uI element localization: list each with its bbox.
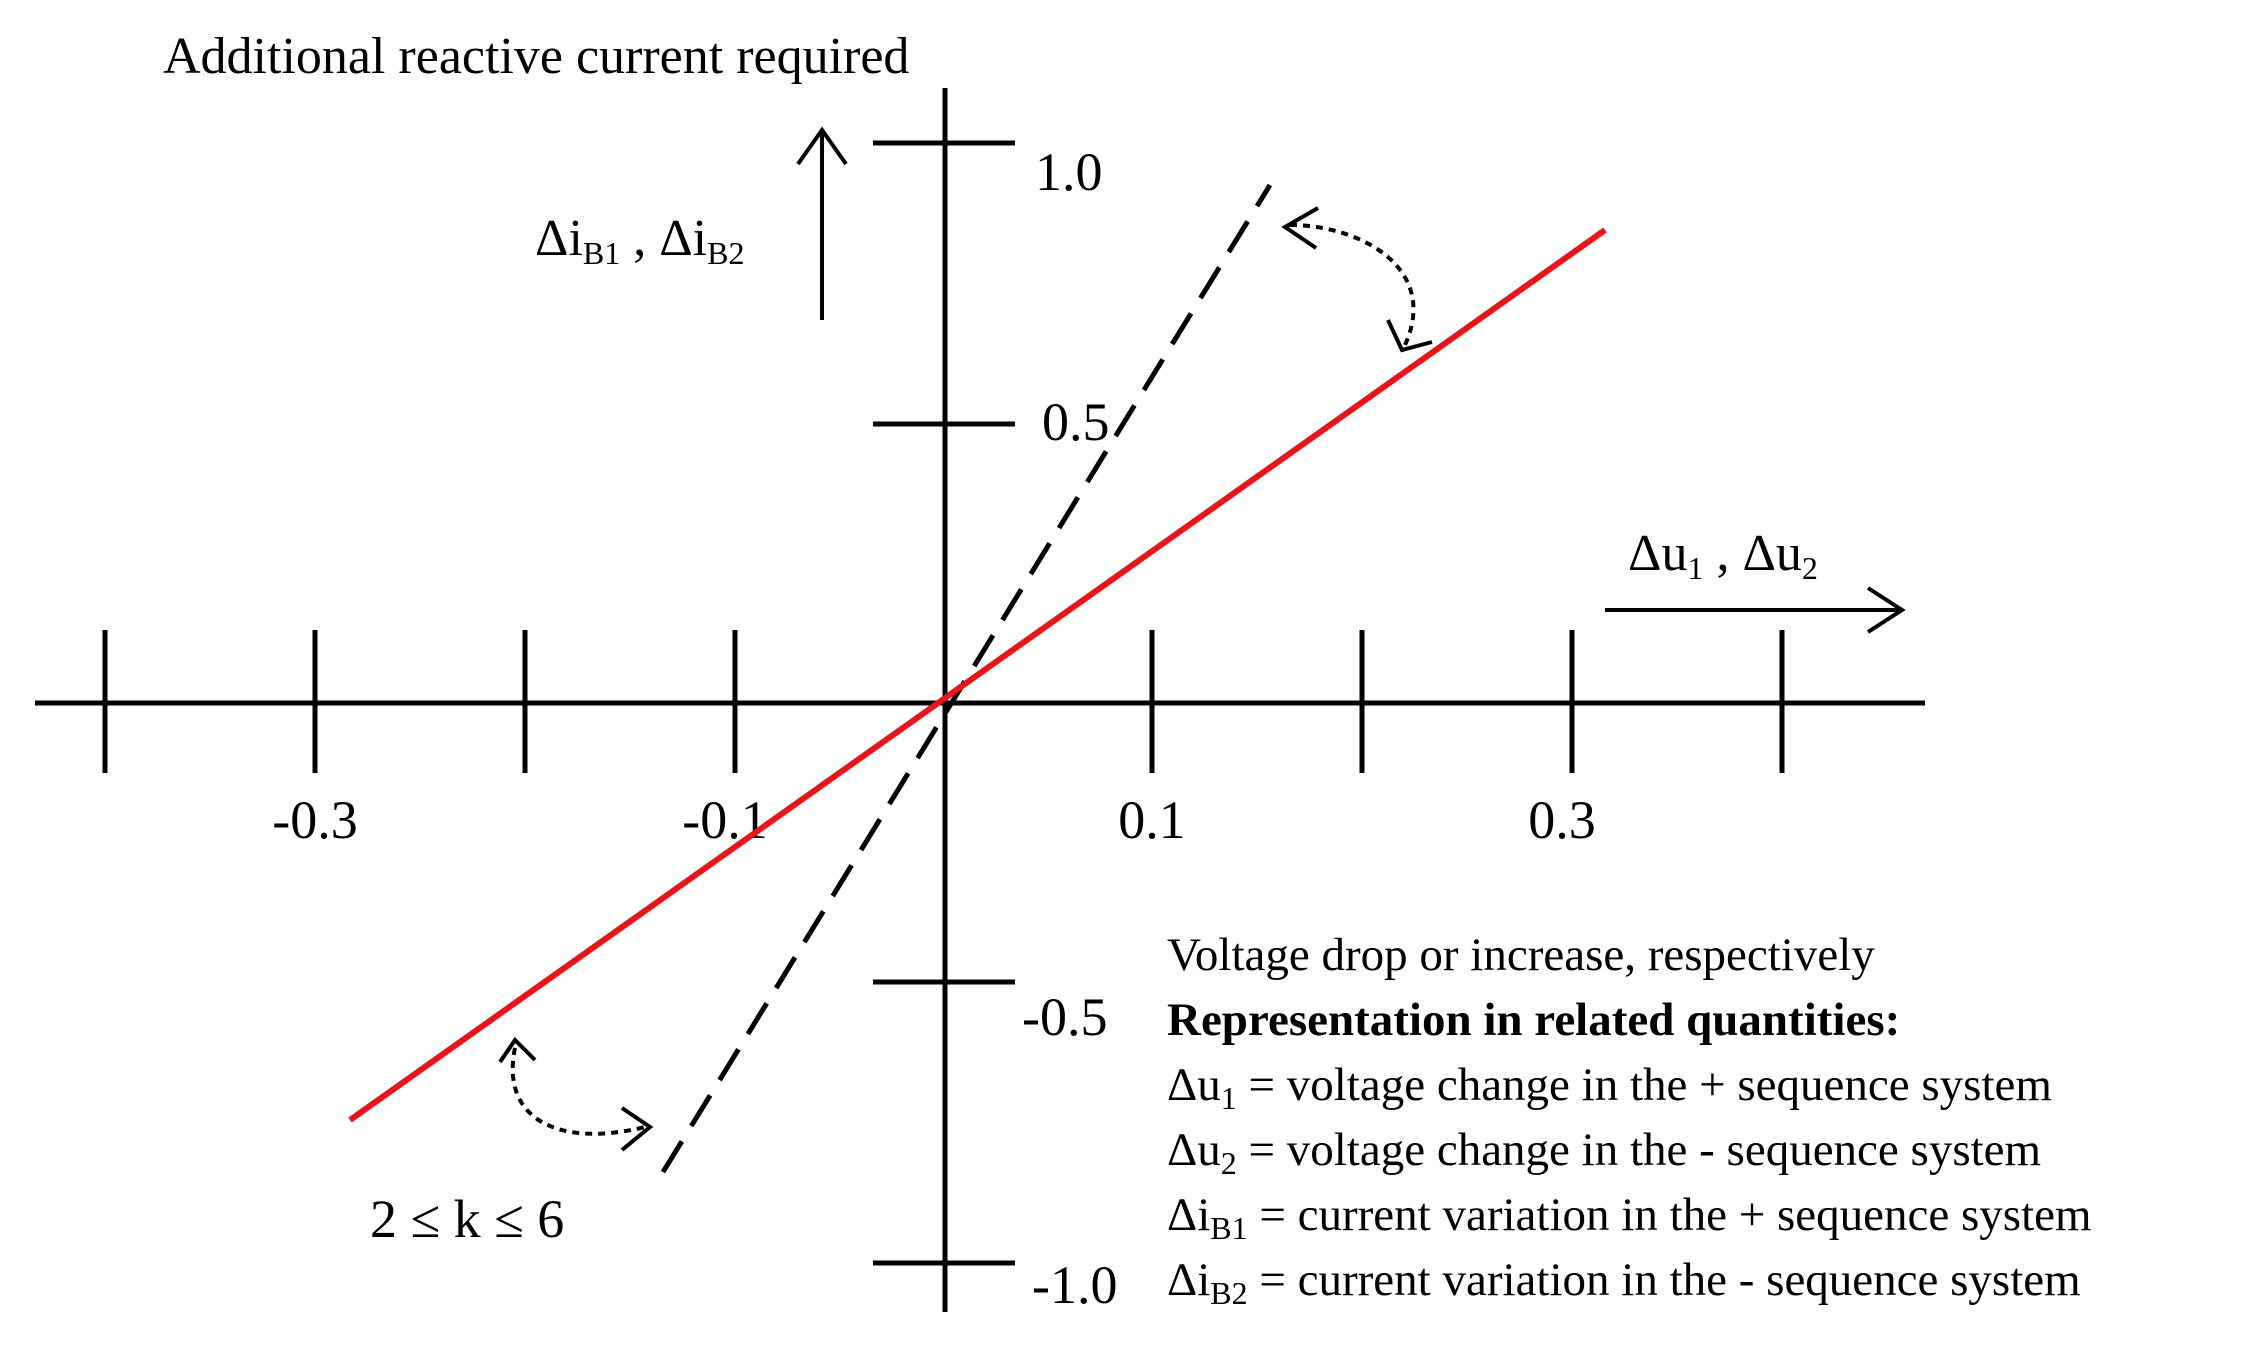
x-tick-label-0.3: 0.3 — [1528, 790, 1596, 850]
x-axis-label: Δu1 , Δu2 — [1628, 525, 1818, 586]
y-axis-label-delta-i1: Δi — [535, 210, 583, 267]
legend-subscript: 2 — [1221, 1145, 1237, 1181]
dotted-curved-arrow-bottom — [498, 1036, 654, 1152]
legend-item-delta-ib2: ΔiB2 = current variation in the - sequen… — [1167, 1254, 2081, 1311]
x-axis-label-sub-2: 2 — [1802, 550, 1818, 586]
y-tick-label-minus-0.5: -0.5 — [1022, 987, 1107, 1047]
legend-symbol: Δu — [1167, 1124, 1221, 1176]
diagram-title: Additional reactive current required — [163, 28, 909, 85]
legend-text: = current variation in the + sequence sy… — [1248, 1189, 2092, 1241]
x-axis-label-sub-1: 1 — [1687, 550, 1703, 586]
legend-item-delta-ib1: ΔiB1 = current variation in the + sequen… — [1167, 1189, 2092, 1246]
red-characteristic-line — [348, 227, 1607, 1123]
legend-symbol: Δi — [1167, 1254, 1210, 1306]
x-tick-label-0.1: 0.1 — [1118, 790, 1186, 850]
x-axis-label-delta-u2: Δu — [1742, 525, 1801, 582]
legend-subscript: B2 — [1210, 1275, 1247, 1311]
legend-heading: Representation in related quantities: — [1167, 994, 1900, 1046]
legend-item-delta-u1: Δu1 = voltage change in the + sequence s… — [1167, 1059, 2052, 1116]
dashed-characteristic-line — [660, 183, 1273, 1174]
legend-text: = voltage change in the - sequence syste… — [1237, 1124, 2041, 1176]
y-axis-label-sub-b1: B1 — [583, 235, 620, 271]
y-direction-arrow — [796, 126, 848, 320]
y-axis-label: ΔiB1 , ΔiB2 — [535, 210, 744, 271]
y-tick-label-1.0: 1.0 — [1035, 142, 1103, 202]
x-tick-label-minus-0.1: -0.1 — [682, 790, 767, 850]
dotted-curved-arrow-top — [1281, 206, 1433, 353]
y-axis-label-sub-b2: B2 — [707, 235, 744, 271]
y-tick-label-0.5: 0.5 — [1042, 392, 1110, 452]
legend-symbol: Δu — [1167, 1059, 1221, 1111]
legend-text: = current variation in the - sequence sy… — [1248, 1254, 2081, 1306]
x-axis-ticks — [102, 630, 1785, 773]
x-axis-label-delta-u1: Δu — [1628, 525, 1687, 582]
legend-subscript: 1 — [1221, 1080, 1237, 1116]
x-axis-label-separator: , — [1703, 525, 1742, 582]
legend-symbol: Δi — [1167, 1189, 1210, 1241]
legend: Voltage drop or increase, respectively R… — [1167, 929, 2092, 1311]
legend-text: = voltage change in the + sequence syste… — [1237, 1059, 2052, 1111]
y-axis-ticks — [873, 140, 1015, 1266]
y-tick-label-minus-1.0: -1.0 — [1032, 1255, 1117, 1315]
y-axis-label-separator: , — [620, 210, 659, 267]
legend-subscript: B1 — [1210, 1210, 1247, 1246]
x-tick-label-minus-0.3: -0.3 — [272, 790, 357, 850]
k-range-label: 2 ≤ k ≤ 6 — [370, 1189, 564, 1249]
y-axis-label-delta-i2: Δi — [659, 210, 707, 267]
x-direction-arrow — [1605, 586, 1906, 634]
legend-item-delta-u2: Δu2 = voltage change in the - sequence s… — [1167, 1124, 2041, 1181]
legend-line-voltage-drop: Voltage drop or increase, respectively — [1167, 929, 1875, 981]
